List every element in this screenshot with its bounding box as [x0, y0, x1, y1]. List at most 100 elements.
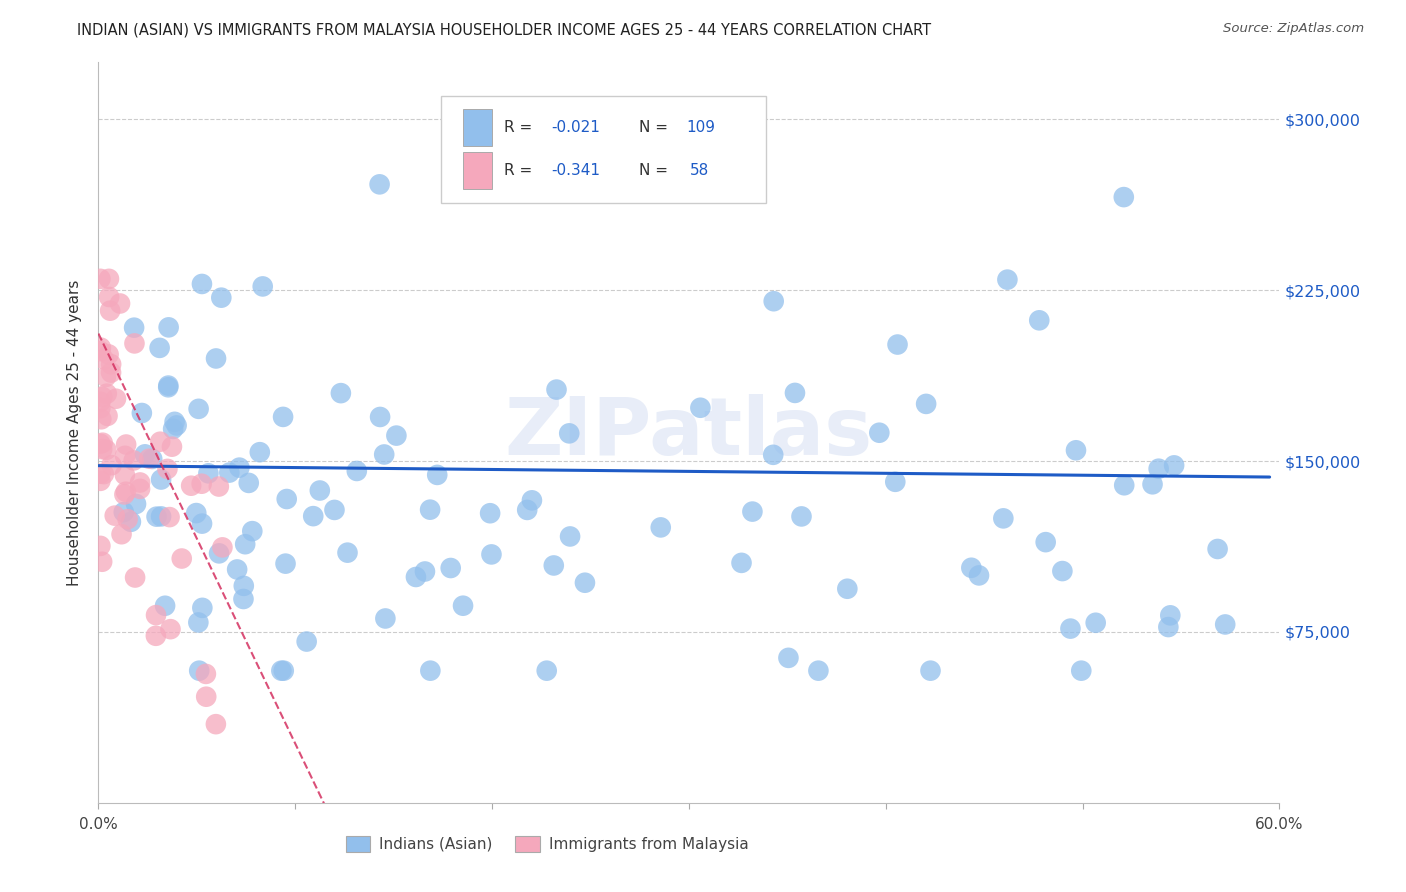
Point	[157, 378, 180, 392]
Point	[1213, 617, 1236, 632]
Point	[228, 460, 250, 475]
Point	[295, 634, 318, 648]
Point	[1035, 535, 1057, 549]
Point	[276, 491, 298, 506]
Point	[112, 487, 135, 501]
Point	[995, 272, 1018, 286]
Point	[93, 352, 115, 367]
Point	[100, 357, 122, 371]
Point	[89, 437, 111, 451]
Point	[141, 451, 163, 466]
Text: ZIPatlas: ZIPatlas	[505, 393, 873, 472]
Point	[218, 466, 240, 480]
Point	[1112, 190, 1135, 204]
Point	[157, 320, 180, 334]
Point	[558, 426, 581, 441]
Point	[131, 406, 153, 420]
Point	[160, 440, 183, 454]
Point	[886, 337, 908, 351]
Point	[191, 277, 214, 291]
Point	[89, 401, 111, 416]
Point	[114, 449, 136, 463]
Point	[122, 453, 145, 467]
Point	[195, 690, 218, 704]
Text: N =: N =	[640, 163, 673, 178]
Point	[150, 509, 173, 524]
Point	[1157, 620, 1180, 634]
Point	[120, 515, 142, 529]
Point	[368, 409, 391, 424]
Point	[868, 425, 890, 440]
Text: -0.341: -0.341	[551, 163, 600, 178]
Point	[159, 510, 181, 524]
Text: R =: R =	[503, 163, 537, 178]
Point	[479, 506, 502, 520]
Point	[187, 615, 209, 630]
Point	[150, 473, 173, 487]
Point	[157, 380, 180, 394]
Point	[1070, 664, 1092, 678]
Point	[405, 570, 427, 584]
Y-axis label: Householder Income Ages 25 - 44 years: Householder Income Ages 25 - 44 years	[67, 279, 83, 586]
Point	[232, 592, 254, 607]
Point	[145, 608, 167, 623]
Point	[110, 527, 132, 541]
Text: R =: R =	[503, 120, 537, 135]
Point	[156, 462, 179, 476]
Point	[807, 664, 830, 678]
Point	[93, 467, 115, 482]
Point	[187, 401, 209, 416]
Point	[960, 561, 983, 575]
Point	[536, 664, 558, 678]
Point	[211, 541, 233, 555]
Text: N =: N =	[640, 120, 673, 135]
Point	[91, 555, 114, 569]
Point	[194, 666, 217, 681]
Point	[1142, 477, 1164, 491]
Point	[915, 397, 938, 411]
Point	[1159, 608, 1181, 623]
Point	[302, 509, 325, 524]
Point	[90, 412, 112, 426]
Point	[574, 575, 596, 590]
Point	[191, 600, 214, 615]
Point	[650, 520, 672, 534]
Point	[252, 279, 274, 293]
FancyBboxPatch shape	[464, 152, 492, 189]
Point	[209, 291, 232, 305]
Point	[162, 422, 184, 436]
Point	[89, 539, 111, 553]
FancyBboxPatch shape	[441, 95, 766, 203]
Point	[762, 294, 785, 309]
Text: 58: 58	[690, 163, 710, 178]
Point	[98, 303, 121, 318]
Point	[115, 437, 138, 451]
Point	[100, 458, 122, 472]
Point	[426, 467, 449, 482]
Point	[129, 482, 152, 496]
Point	[149, 434, 172, 449]
Point	[96, 442, 118, 457]
Point	[451, 599, 474, 613]
Point	[368, 178, 391, 192]
Point	[270, 664, 292, 678]
Point	[122, 320, 145, 334]
Point	[145, 629, 167, 643]
Point	[91, 390, 114, 404]
Point	[233, 537, 256, 551]
Point	[346, 464, 368, 478]
Point	[308, 483, 330, 498]
Point	[336, 546, 359, 560]
Point	[238, 475, 260, 490]
Point	[104, 392, 127, 406]
Point	[166, 418, 188, 433]
Point	[190, 476, 212, 491]
Point	[124, 570, 146, 584]
Point	[226, 562, 249, 576]
Point	[94, 370, 117, 384]
Point	[149, 341, 172, 355]
Text: -0.021: -0.021	[551, 120, 599, 135]
Legend: Indians (Asian), Immigrants from Malaysia: Indians (Asian), Immigrants from Malaysi…	[339, 830, 755, 858]
Point	[134, 447, 156, 461]
Point	[837, 582, 859, 596]
